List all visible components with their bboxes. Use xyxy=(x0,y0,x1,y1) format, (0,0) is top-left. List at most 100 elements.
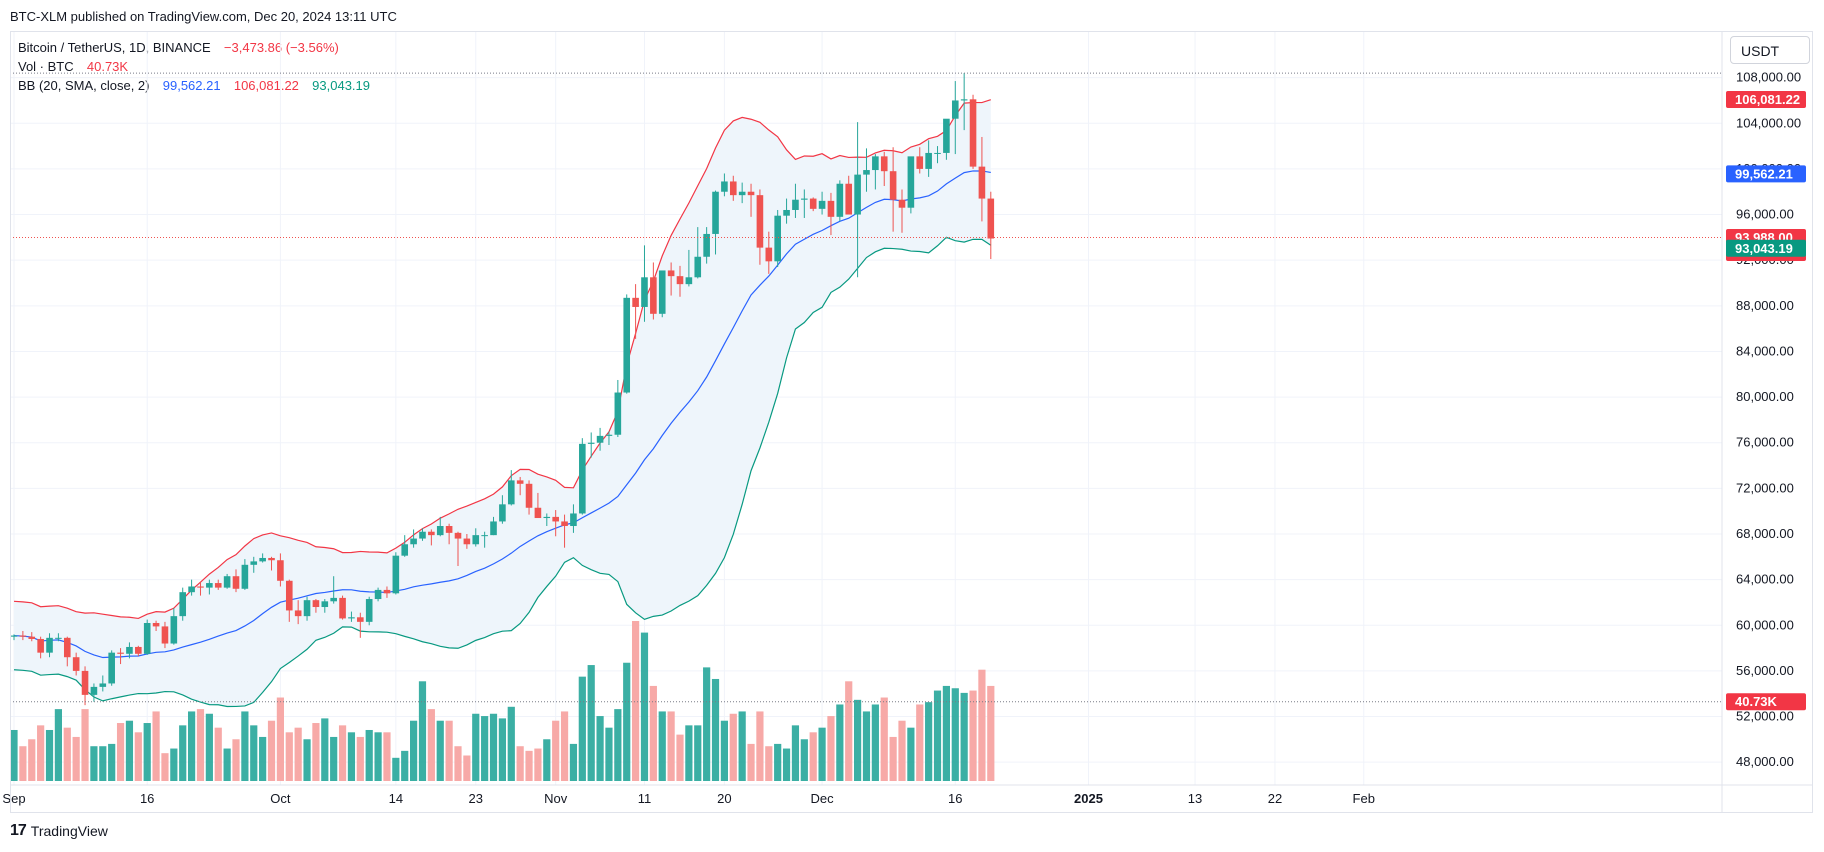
volume-bar xyxy=(321,718,329,781)
candle-body xyxy=(392,555,400,594)
volume-bar xyxy=(552,720,560,781)
volume-bar xyxy=(294,727,302,781)
candle-body xyxy=(214,583,222,588)
currency-button[interactable]: USDT xyxy=(1730,36,1810,64)
volume-bar xyxy=(933,690,942,781)
candle-body xyxy=(978,166,986,199)
candle-body xyxy=(445,526,453,533)
volume-bar xyxy=(738,711,746,781)
volume-bar xyxy=(507,706,515,781)
candle-body xyxy=(872,156,879,171)
volume-bar xyxy=(392,757,400,781)
candle-body xyxy=(428,531,435,536)
candle-body xyxy=(880,156,888,172)
candle-body xyxy=(756,195,764,248)
candle-body xyxy=(312,600,320,608)
candle-body xyxy=(747,191,755,196)
candle-body xyxy=(81,670,89,695)
candle-body xyxy=(436,526,444,536)
candle-body xyxy=(259,557,266,562)
volume-bar xyxy=(116,723,125,781)
volume-bar xyxy=(205,713,213,781)
candle-body xyxy=(863,170,870,175)
candle-body xyxy=(934,152,941,154)
x-tick-label: 2025 xyxy=(1074,791,1103,806)
volume-bar xyxy=(543,739,551,781)
volume-bar xyxy=(720,720,728,781)
candle-body xyxy=(72,657,80,671)
volume-bar xyxy=(845,681,853,781)
volume-bar xyxy=(445,720,453,781)
volume-bar xyxy=(827,716,835,781)
y-tick-label: 56,000.00 xyxy=(1736,663,1794,678)
y-tick-label: 48,000.00 xyxy=(1736,754,1794,769)
volume-bar xyxy=(854,699,862,781)
price-label-text: 99,562.21 xyxy=(1735,166,1793,181)
candle-body xyxy=(516,480,524,484)
volume-bar xyxy=(880,697,888,781)
volume-bar xyxy=(10,729,18,781)
candle-body xyxy=(357,617,364,622)
volume-bar xyxy=(259,736,267,781)
x-tick-label: 20 xyxy=(717,791,731,806)
x-tick-label: 11 xyxy=(638,791,652,806)
volume-bar xyxy=(765,746,773,781)
candle-body xyxy=(951,100,959,119)
volume-bar xyxy=(196,709,205,781)
candle-body xyxy=(552,516,559,522)
candle-body xyxy=(694,256,702,278)
volume-bar xyxy=(969,690,977,781)
candle-body xyxy=(712,191,719,234)
volume-bar xyxy=(90,746,98,781)
candle-body xyxy=(135,646,142,654)
tradingview-logo-icon[interactable]: 17 xyxy=(10,822,27,839)
candle-body xyxy=(348,617,355,619)
candle-body xyxy=(152,622,160,627)
candle-body xyxy=(801,198,808,200)
candle-body xyxy=(250,561,258,565)
candle-body xyxy=(507,480,515,505)
candle-body xyxy=(383,589,391,594)
x-tick-label: 22 xyxy=(1268,791,1282,806)
bb-label[interactable]: BB (20, SMA, close, 2) xyxy=(18,78,150,93)
bb-lower-line xyxy=(13,236,992,708)
volume-bar xyxy=(356,736,364,781)
candle-body xyxy=(943,118,950,153)
y-tick-label: 88,000.00 xyxy=(1736,298,1794,313)
candle-body xyxy=(55,637,62,639)
x-tick-label: 23 xyxy=(469,791,483,806)
volume-bar xyxy=(374,732,382,781)
volume-bar xyxy=(179,725,187,781)
volume-bar xyxy=(632,621,640,781)
symbol-label[interactable]: Bitcoin / TetherUS, 1D, BINANCE xyxy=(18,40,211,55)
candle-body xyxy=(330,597,337,602)
candle-body xyxy=(792,199,799,210)
volume-bar xyxy=(836,704,844,781)
volume-bar xyxy=(614,709,622,781)
bb-basis-value: 99,562.21 xyxy=(162,78,221,93)
volume-bar xyxy=(125,720,134,781)
tradingview-brand[interactable]: TradingView xyxy=(30,823,108,839)
candle-body xyxy=(525,483,533,508)
candle-body xyxy=(321,601,329,608)
bb-basis-line xyxy=(13,170,991,659)
y-tick-label: 60,000.00 xyxy=(1736,617,1794,632)
candle-body xyxy=(37,638,44,653)
price-change: −3,473.86 (−3.56%) xyxy=(223,40,339,55)
volume-bar xyxy=(774,743,782,781)
volume-label[interactable]: Vol · BTC xyxy=(18,59,74,74)
candle-body xyxy=(126,646,133,654)
volume-bar xyxy=(862,711,871,781)
volume-bar xyxy=(729,713,737,781)
chart-legend: Bitcoin / TetherUS, 1D, BINANCE −3,473.8… xyxy=(18,38,370,95)
candle-body xyxy=(374,589,382,600)
candle-body xyxy=(632,297,639,307)
candle-body xyxy=(836,183,844,217)
candle-body xyxy=(472,535,480,545)
volume-bar xyxy=(987,685,995,781)
legend-symbol-row: Bitcoin / TetherUS, 1D, BINANCE −3,473.8… xyxy=(18,38,370,57)
candle-body xyxy=(365,599,373,622)
volume-bar xyxy=(454,746,462,781)
candle-body xyxy=(650,277,657,314)
